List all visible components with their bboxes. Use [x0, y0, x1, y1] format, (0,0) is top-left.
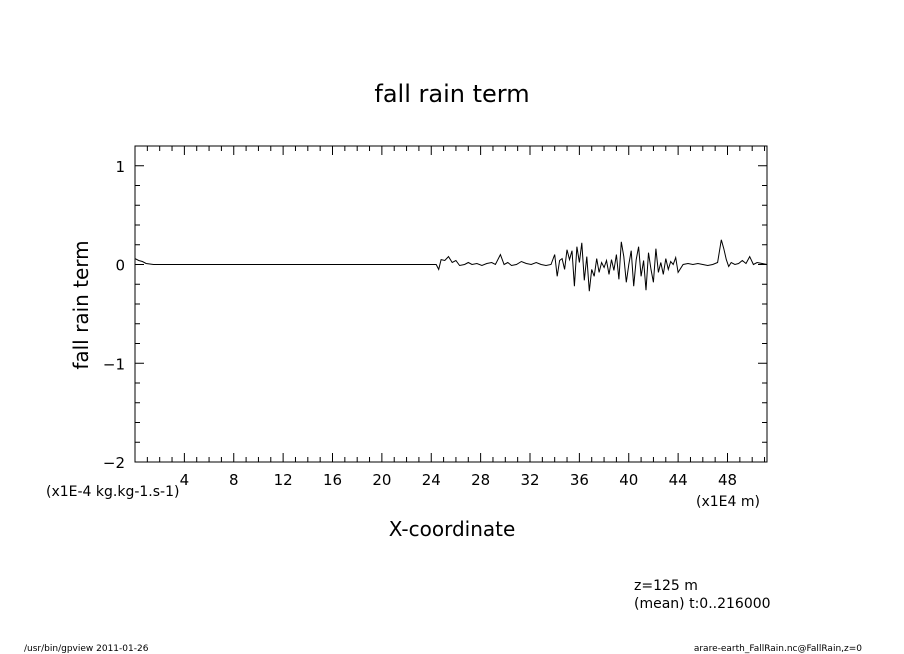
x-tick-label: 32: [520, 471, 539, 489]
mean-annotation: (mean) t:0..216000: [634, 596, 771, 612]
footer-right: arare-earth_FallRain.nc@FallRain,z=0: [694, 644, 862, 654]
y-tick-label: 0: [115, 257, 125, 275]
x-axis-tick-labels: 4 8 12 16 20 24 28 32 36 40 44 48: [180, 471, 737, 489]
y-axis-label: fall rain term: [69, 240, 93, 369]
y-tick-label: −2: [103, 454, 125, 472]
x-axis-ticks: [146, 146, 766, 462]
x-tick-label: 28: [471, 471, 490, 489]
footer-left: /usr/bin/gpview 2011-01-26: [24, 644, 149, 654]
x-axis-label: X-coordinate: [389, 517, 516, 541]
chart-title: fall rain term: [374, 80, 529, 108]
x-tick-label: 8: [229, 471, 239, 489]
x-tick-label: 24: [422, 471, 441, 489]
y-axis-ticks: [135, 145, 767, 463]
x-axis-unit: (x1E4 m): [696, 494, 760, 510]
x-tick-label: 40: [619, 471, 638, 489]
x-tick-label: 4: [180, 471, 190, 489]
series-line: [134, 239, 768, 292]
x-tick-label: 48: [718, 471, 737, 489]
level-annotation: z=125 m: [634, 578, 698, 594]
x-tick-label: 36: [570, 471, 589, 489]
y-tick-label: 1: [115, 158, 125, 176]
plot-frame: [134, 145, 768, 463]
y-axis-unit: (x1E-4 kg.kg-1.s-1): [46, 484, 179, 500]
x-tick-label: 12: [274, 471, 293, 489]
y-axis-tick-labels: 1 0 −1 −2: [103, 158, 125, 472]
x-tick-label: 20: [372, 471, 391, 489]
y-tick-label: −1: [103, 355, 125, 373]
x-tick-label: 44: [669, 471, 688, 489]
plot-area: 4 8 12 16 20 24 28 32 36 40 44 48 10−1−2: [103, 145, 768, 489]
x-tick-label: 16: [323, 471, 342, 489]
